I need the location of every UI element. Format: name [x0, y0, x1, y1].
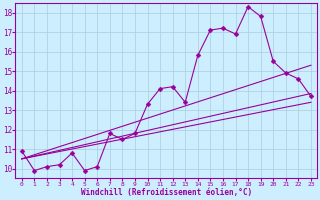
X-axis label: Windchill (Refroidissement éolien,°C): Windchill (Refroidissement éolien,°C): [81, 188, 252, 197]
